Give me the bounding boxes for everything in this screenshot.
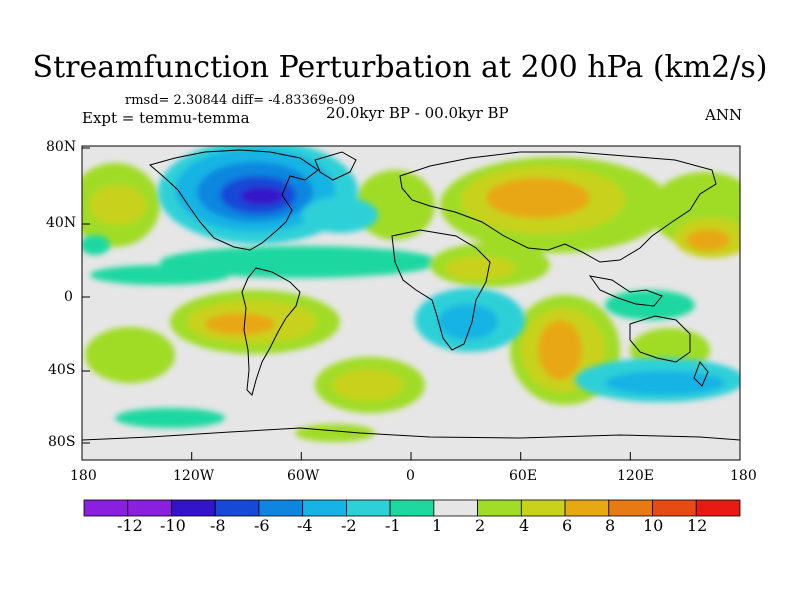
lon-label: 120E bbox=[617, 468, 654, 484]
tropical-band-teal bbox=[160, 246, 440, 278]
colorbar-swatch bbox=[608, 499, 653, 517]
colorbar-swatch bbox=[564, 499, 610, 517]
season-label: ANN bbox=[705, 106, 743, 124]
colorbar-swatch bbox=[214, 499, 260, 517]
colorbar-label: 2 bbox=[475, 516, 486, 535]
chart-title: Streamfunction Perturbation at 200 hPa (… bbox=[32, 50, 768, 85]
antarctica-outline bbox=[82, 427, 740, 441]
colorbar bbox=[83, 499, 741, 517]
date-line-teal bbox=[82, 235, 110, 255]
lat-label: 0 bbox=[64, 289, 73, 305]
s-atlantic-yellow bbox=[333, 369, 403, 401]
colorbar-swatch bbox=[695, 499, 741, 517]
period-label: 20.0kyr BP - 00.0kyr BP bbox=[326, 104, 509, 122]
greenland-outline bbox=[314, 151, 357, 181]
colorbar-label: -1 bbox=[385, 516, 401, 535]
s-ocean-lightblue bbox=[605, 371, 725, 395]
antarctic-teal bbox=[115, 408, 225, 428]
colorbar-label: -6 bbox=[254, 516, 270, 535]
colorbar-label: -2 bbox=[341, 516, 357, 535]
colorbar-swatch bbox=[477, 499, 522, 517]
experiment-label: Expt = temmu-temma bbox=[82, 109, 250, 127]
colorbar-label: -12 bbox=[117, 516, 143, 535]
pacific-band-teal bbox=[90, 265, 230, 285]
colorbar-swatch bbox=[302, 499, 347, 517]
antarctic-green bbox=[295, 424, 375, 442]
africa-outline bbox=[391, 229, 491, 351]
colorbar-label: 10 bbox=[643, 516, 664, 535]
indonesia-outline bbox=[588, 275, 663, 307]
south-america-outline bbox=[241, 267, 301, 396]
lat-label: 80S bbox=[48, 434, 76, 450]
colorbar-swatch bbox=[520, 499, 566, 517]
colorbar-label: 4 bbox=[519, 516, 530, 535]
colorbar-label: 12 bbox=[687, 516, 708, 535]
s-africa-lightblue bbox=[438, 304, 498, 340]
lon-label: 0 bbox=[406, 468, 415, 484]
lon-label: 120W bbox=[173, 468, 215, 484]
c-north-pacific-yellow bbox=[90, 185, 146, 225]
europe-green bbox=[355, 170, 435, 240]
north-america-outline bbox=[148, 149, 319, 251]
lon-label: 60E bbox=[509, 468, 538, 484]
colorbar-swatch bbox=[652, 499, 697, 517]
colorbar-label: -4 bbox=[297, 516, 313, 535]
s-america-orange bbox=[205, 313, 275, 335]
wp-subtrop-orange bbox=[686, 229, 730, 251]
n-africa-yellow bbox=[445, 256, 515, 280]
australia-outline bbox=[629, 315, 691, 363]
colorbar-label: 6 bbox=[562, 516, 573, 535]
eurasia-orange bbox=[486, 178, 590, 218]
lat-label: 80N bbox=[46, 139, 77, 155]
lat-label: 40N bbox=[46, 215, 77, 231]
eurasia-outline bbox=[399, 151, 717, 263]
axis-ticks bbox=[81, 147, 741, 460]
colorbar-label: -10 bbox=[160, 516, 186, 535]
colorbar-label: 8 bbox=[605, 516, 616, 535]
indonesia-teal bbox=[605, 290, 695, 320]
lon-label: 180 bbox=[70, 468, 97, 484]
colorbar-swatch bbox=[83, 499, 129, 517]
colorbar-swatch bbox=[389, 499, 435, 517]
colorbar-label: 1 bbox=[432, 516, 443, 535]
colorbar-swatch bbox=[258, 499, 304, 517]
lat-label: 40S bbox=[48, 362, 76, 378]
lon-label: 60W bbox=[287, 468, 320, 484]
mid-atlantic-teal bbox=[302, 197, 378, 233]
s-indian-orange bbox=[538, 320, 582, 380]
colorbar-label: -8 bbox=[210, 516, 226, 535]
colorbar-swatch bbox=[127, 499, 172, 517]
na-neg-core bbox=[240, 187, 284, 205]
stats-line: rmsd= 2.30844 diff= -4.83369e-09 bbox=[125, 93, 355, 108]
field-layer bbox=[82, 146, 740, 442]
colorbar-swatch bbox=[171, 499, 216, 517]
colorbar-swatch bbox=[345, 499, 391, 517]
s-pacific-green bbox=[85, 327, 175, 383]
lon-label: 180 bbox=[730, 468, 757, 484]
colorbar-swatch bbox=[433, 499, 478, 517]
new-zealand-outline bbox=[693, 361, 709, 387]
coastlines bbox=[82, 149, 740, 441]
